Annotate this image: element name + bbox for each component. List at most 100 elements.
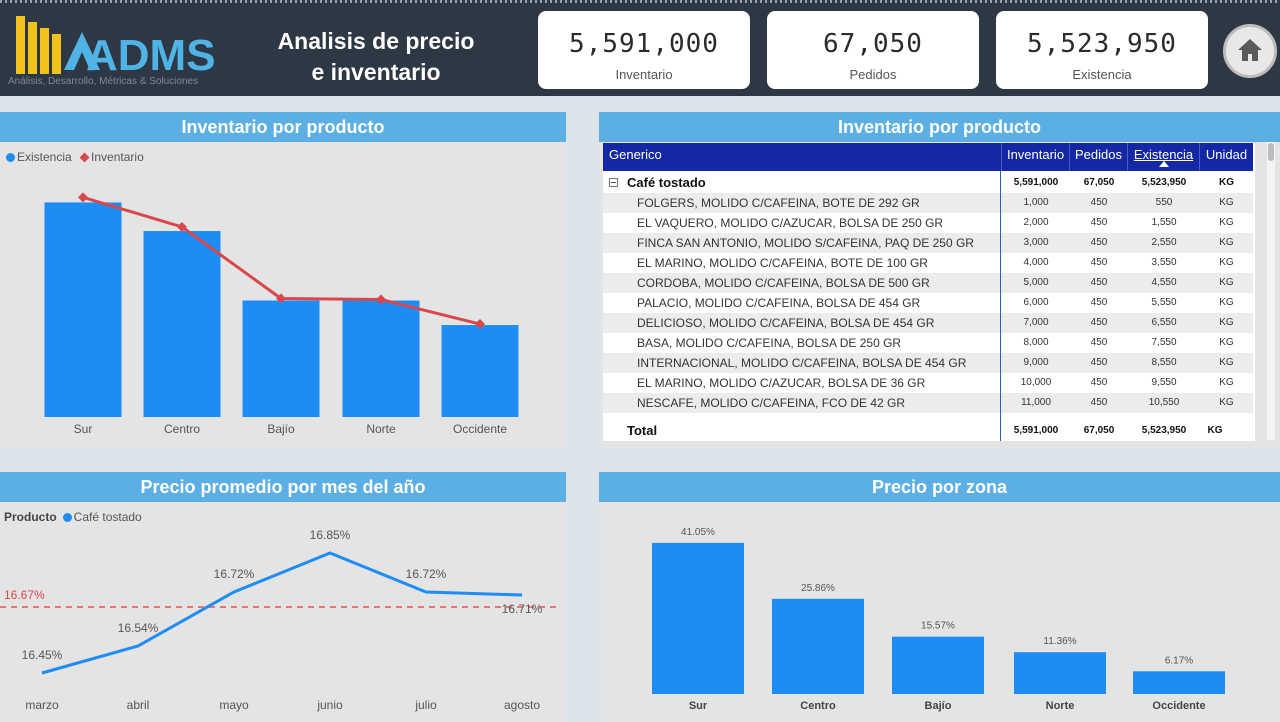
bar-zone [1014, 652, 1106, 694]
point-inventario [78, 192, 88, 203]
column-header-generico[interactable]: Generico [603, 143, 1002, 171]
table-scrollbar[interactable] [1267, 142, 1275, 440]
column-header-unidad[interactable]: Unidad [1205, 147, 1248, 162]
cell-pedidos: 450 [1090, 217, 1108, 228]
sort-ascending-icon [1159, 161, 1169, 167]
cell-pedidos: 450 [1090, 237, 1108, 248]
kpi-card-inventario: 5,591,000 Inventario [538, 11, 750, 89]
table-row[interactable]: EL VAQUERO, MOLIDO C/AZUCAR, BOLSA DE 25… [603, 213, 1253, 233]
total-label: Total [627, 423, 658, 438]
table-row[interactable]: EL MARINO, MOLIDO C/AZUCAR, BOLSA DE 36 … [603, 373, 1253, 393]
table-scrollbar-thumb[interactable] [1268, 143, 1274, 161]
cell-existencia: 5,550 [1151, 297, 1177, 308]
x-tick-label: Norte [366, 422, 396, 436]
legend-title: Producto [4, 510, 57, 524]
cell-unidad: KG [1219, 357, 1234, 368]
table-group-row[interactable]: Café tostado 5,591,000 67,050 5,523,950 KG [603, 173, 1253, 193]
data-label: 15.57% [921, 621, 955, 632]
bar-zone [1133, 671, 1225, 694]
table-body: Café tostado 5,591,000 67,050 5,523,950 KG FO… [603, 171, 1253, 417]
cell-existencia: 550 [1155, 197, 1173, 208]
table-row[interactable]: FOLGERS, MOLIDO C/CAFEINA, BOTE DE 292 G… [603, 193, 1253, 213]
product-name: CORDOBA, MOLIDO C/CAFEINA, BOLSA DE 500 … [637, 276, 930, 290]
data-label: 16.72% [214, 567, 255, 581]
cell-inventario: 1,000 [1023, 197, 1049, 208]
bar-existencia [143, 231, 221, 417]
line-cafe-tostado [41, 551, 523, 675]
table-row[interactable]: FOLGERS, MOLIDO C/CAFEINA, ESPECIAL, BOT… [603, 413, 1253, 417]
x-tick-label: Centro [164, 422, 200, 436]
cell-unidad: KG [1219, 277, 1234, 288]
cell-existencia: 1,550 [1151, 217, 1177, 228]
data-label: 16.71% [502, 602, 543, 616]
inventory-table-panel: Inventario por producto Generico Inventa… [599, 112, 1280, 448]
table-row[interactable]: EL MARINO, MOLIDO C/CAFEINA, BOTE DE 100… [603, 253, 1253, 273]
product-name: FINCA SAN ANTONIO, MOLIDO S/CAFEINA, PAQ… [637, 236, 974, 250]
table-row[interactable]: PALACIO, MOLIDO C/CAFEINA, BOLSA DE 454 … [603, 293, 1253, 313]
table-row[interactable]: CORDOBA, MOLIDO C/CAFEINA, BOLSA DE 500 … [603, 273, 1253, 293]
chart-legend: Existencia Inventario [6, 150, 144, 164]
cell-pedidos: 450 [1090, 397, 1108, 408]
column-header-pedidos[interactable]: Pedidos [1070, 143, 1128, 171]
cell-existencia: 2,550 [1151, 237, 1177, 248]
collapse-icon[interactable] [609, 178, 618, 187]
kpi-label: Inventario [615, 67, 673, 82]
panel-title: Precio promedio por mes del año [0, 472, 566, 502]
cell-inventario: 12,000 [1002, 413, 1070, 417]
total-existencia: 5,523,950 [1141, 425, 1187, 436]
header-bar: ADMS Análisis, Desarrollo, Métricas & So… [0, 0, 1280, 96]
data-label: 6.17% [1165, 655, 1193, 666]
bar-existencia [44, 202, 122, 417]
data-label: 16.85% [310, 528, 351, 542]
table-divider [1000, 171, 1001, 441]
x-tick-label: Bajío [925, 700, 952, 712]
legend-cafe-tostado: Café tostado [73, 510, 142, 524]
cell-pedidos: 450 [1090, 277, 1108, 288]
data-label: 11.36% [1043, 636, 1076, 647]
table-row[interactable]: BASA, MOLIDO C/CAFEINA, BOLSA DE 250 GR 8… [603, 333, 1253, 353]
column-header-existencia[interactable]: Existencia [1128, 143, 1200, 171]
kpi-card-pedidos: 67,050 Pedidos [767, 11, 979, 89]
legend-dot-icon [6, 153, 15, 162]
product-name: PALACIO, MOLIDO C/CAFEINA, BOLSA DE 454 … [637, 296, 921, 310]
cell-inventario: 3,000 [1023, 237, 1049, 248]
cell-existencia: 10,550 [1148, 397, 1180, 408]
cell-pedidos: 450 [1090, 317, 1108, 328]
cell-existencia: 3,550 [1151, 257, 1177, 268]
table-row[interactable]: DELICIOSO, MOLIDO C/CAFEINA, BOLSA DE 45… [603, 313, 1253, 333]
x-tick-label: Norte [1046, 700, 1075, 712]
cell-existencia: 6,550 [1151, 317, 1177, 328]
product-name: INTERNACIONAL, MOLIDO C/CAFEINA, BOLSA D… [637, 356, 967, 370]
home-icon [1238, 39, 1262, 61]
data-label: 25.86% [801, 583, 835, 594]
cell-pedidos: 450 [1090, 297, 1108, 308]
legend-dot-icon [62, 513, 72, 522]
cell-pedidos: 450 [1090, 377, 1108, 388]
bar-zone [652, 542, 744, 694]
cell-unidad: KG [1219, 337, 1234, 348]
table-row[interactable]: FINCA SAN ANTONIO, MOLIDO S/CAFEINA, PAQ… [603, 233, 1253, 253]
inventory-table: Generico Inventario Pedidos Existencia U… [603, 143, 1255, 441]
x-tick-label: Occidente [453, 422, 507, 436]
bar-zone [772, 598, 864, 694]
bar-existencia [342, 300, 420, 417]
data-label: 16.72% [406, 567, 447, 581]
home-button[interactable] [1223, 24, 1277, 78]
data-label: 41.05% [681, 527, 715, 538]
panel-title: Inventario por producto [599, 112, 1280, 142]
cell-existencia: 4,550 [1151, 277, 1177, 288]
cell-unidad: KG [1219, 197, 1234, 208]
column-header-inventario[interactable]: Inventario [1002, 143, 1070, 171]
cell-unidad: KG [1219, 257, 1234, 268]
kpi-value: 5,523,950 [1027, 29, 1177, 59]
table-row[interactable]: NESCAFE, MOLIDO C/CAFEINA, FCO DE 42 GR 1… [603, 393, 1253, 413]
x-tick-label: Sur [74, 422, 93, 436]
cell-pedidos: 450 [1090, 337, 1108, 348]
product-name: FOLGERS, MOLIDO C/CAFEINA, ESPECIAL, BOT… [637, 413, 985, 417]
cell-inventario: 4,000 [1023, 257, 1049, 268]
cell-existencia: 7,550 [1151, 337, 1177, 348]
x-tick-label: agosto [504, 698, 540, 712]
cell-existencia: 5,523,950 [1141, 177, 1187, 188]
total-pedidos: 67,050 [1083, 425, 1115, 436]
table-row[interactable]: INTERNACIONAL, MOLIDO C/CAFEINA, BOLSA D… [603, 353, 1253, 373]
